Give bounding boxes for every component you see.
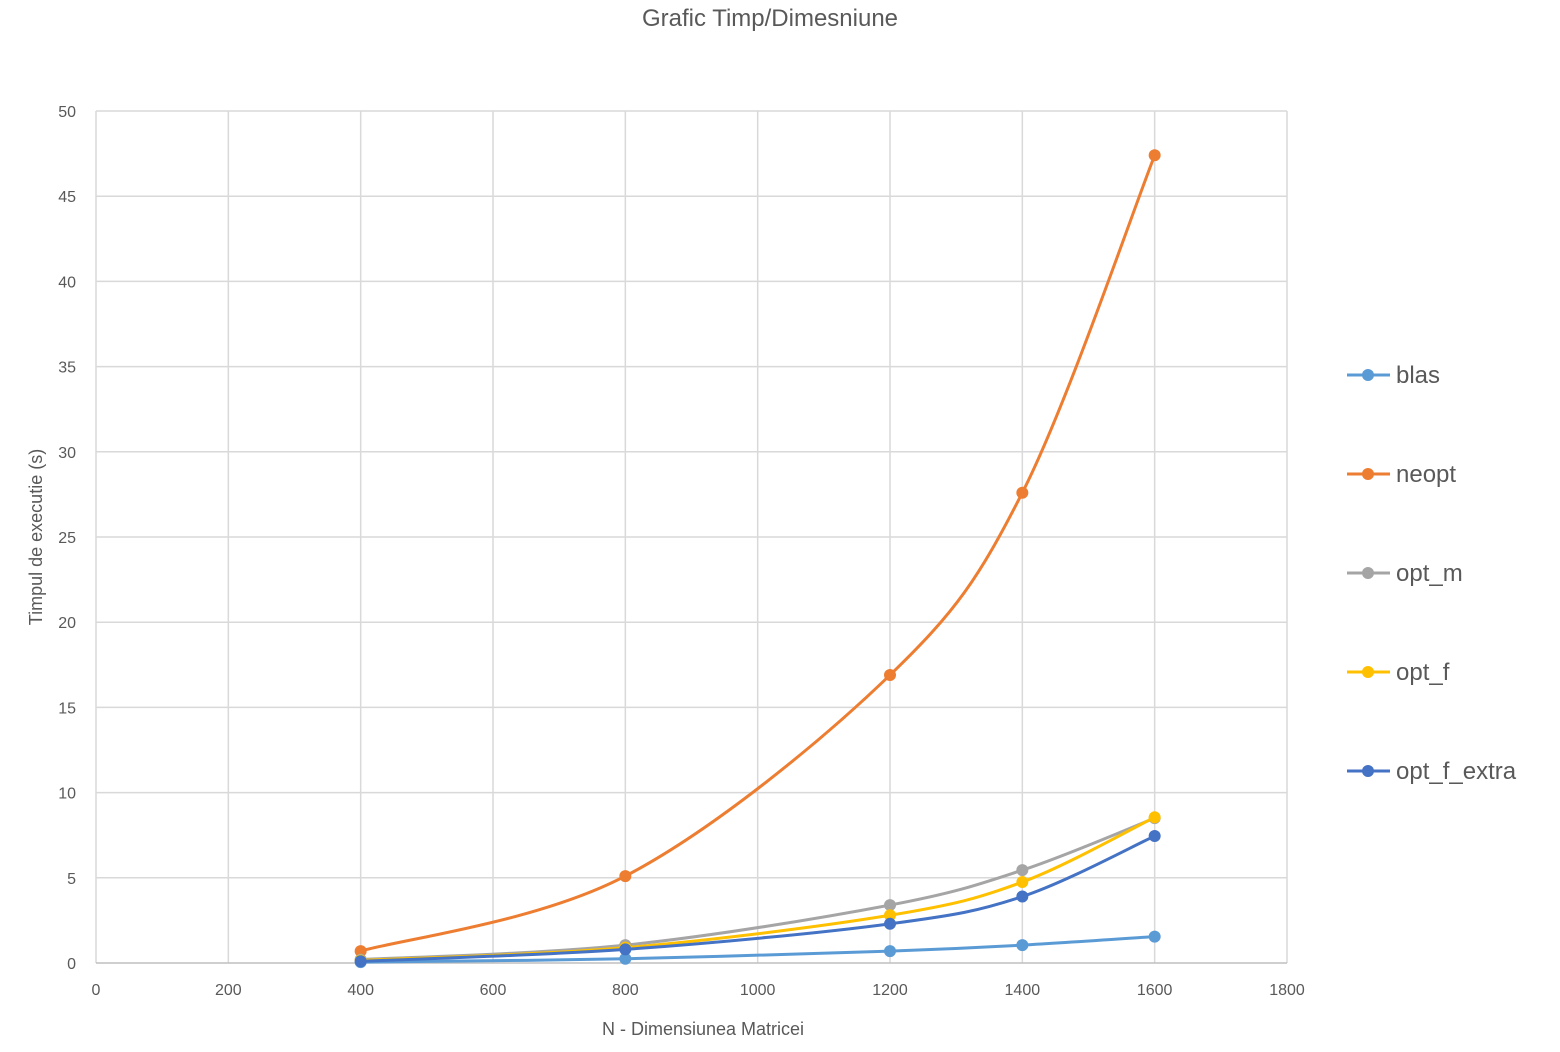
data-point — [1016, 486, 1029, 499]
legend-label: opt_m — [1396, 560, 1463, 587]
legend-marker — [1362, 666, 1374, 678]
data-point — [884, 909, 896, 922]
y-tick-label: 20 — [58, 615, 76, 632]
data-point — [1148, 830, 1161, 843]
grid — [95, 110, 1288, 964]
x-tick-label: 1200 — [872, 982, 908, 999]
y-tick-label: 50 — [58, 104, 76, 121]
data-point — [884, 917, 896, 930]
legend-item-opt-f-extra: opt_f_extra — [1347, 758, 1517, 785]
legend: blas neopt opt_m opt_f opt_f_extra — [1347, 362, 1517, 785]
series-neopt — [354, 149, 1161, 958]
legend-item-blas: blas — [1347, 362, 1440, 389]
data-point — [884, 899, 896, 912]
data-point — [354, 955, 367, 968]
legend-item-opt-m: opt_m — [1347, 560, 1463, 587]
x-tick-label: 400 — [347, 982, 374, 999]
data-point — [619, 952, 632, 965]
data-point — [884, 669, 896, 682]
legend-label: opt_f_extra — [1396, 758, 1517, 785]
data-point — [1016, 939, 1029, 952]
x-tick-label: 1400 — [1005, 982, 1041, 999]
data-point — [1016, 864, 1029, 877]
x-tick-label: 1000 — [740, 982, 776, 999]
data-point — [619, 870, 632, 883]
x-tick-label: 800 — [612, 982, 639, 999]
x-axis-title: N - Dimensiunea Matricei — [602, 1019, 804, 1039]
series-line — [359, 834, 1157, 963]
data-point — [1148, 811, 1161, 824]
legend-marker — [1362, 567, 1374, 579]
legend-marker — [1362, 765, 1374, 777]
y-tick-label: 35 — [58, 360, 76, 377]
y-tick-label: 45 — [58, 189, 76, 206]
y-tick-label: 0 — [67, 956, 76, 973]
data-point — [619, 943, 632, 956]
x-tick-label: 1800 — [1269, 982, 1305, 999]
legend-item-opt-f: opt_f — [1347, 659, 1450, 686]
series-layer — [354, 149, 1161, 969]
chart-title: Grafic Timp/Dimesniune — [642, 5, 898, 32]
y-axis-title: Timpul de executie (s) — [26, 449, 46, 625]
x-tick-label: 600 — [480, 982, 507, 999]
y-tick-label: 40 — [58, 274, 76, 291]
series-line — [359, 935, 1157, 964]
x-tick-label: 200 — [215, 982, 242, 999]
y-tick-label: 30 — [58, 445, 76, 462]
legend-marker — [1362, 468, 1374, 480]
y-tick-label: 5 — [67, 871, 76, 888]
x-tick-label: 0 — [92, 982, 101, 999]
legend-marker — [1362, 369, 1374, 381]
data-point — [1016, 890, 1029, 903]
data-point — [1148, 930, 1161, 943]
legend-label: neopt — [1396, 461, 1456, 488]
legend-label: opt_f — [1396, 659, 1450, 686]
y-tick-label: 15 — [58, 700, 76, 717]
legend-item-neopt: neopt — [1347, 461, 1456, 488]
series-opt-f-extra — [354, 830, 1161, 968]
legend-label: blas — [1396, 362, 1440, 389]
x-tick-label: 1600 — [1137, 982, 1173, 999]
y-tick-label: 25 — [58, 530, 76, 547]
data-point — [884, 945, 896, 958]
axes: 0 200 400 600 800 1000 1200 1400 1600 1800 0 5 10 15 2… — [58, 104, 1305, 999]
data-point — [1148, 149, 1161, 162]
data-point — [354, 945, 367, 958]
data-point — [1016, 876, 1029, 889]
y-tick-label: 10 — [58, 786, 76, 803]
